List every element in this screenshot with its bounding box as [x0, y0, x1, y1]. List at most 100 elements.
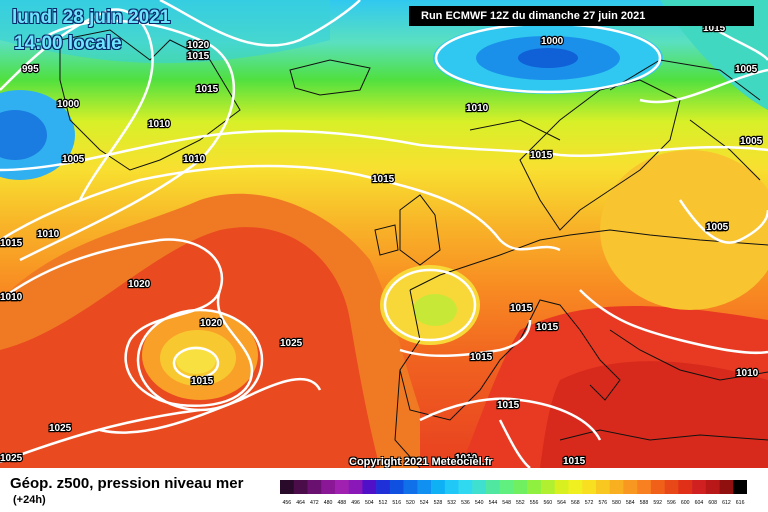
scale-tick-label: 568 [571, 500, 580, 506]
scale-swatch [362, 480, 377, 494]
isobar-label: 1000 [57, 99, 80, 110]
isobar-label: 1015 [187, 51, 210, 62]
scale-swatch [527, 480, 542, 494]
scale-tick-label: 464 [296, 500, 305, 506]
isobar-label: 1015 [191, 376, 214, 387]
scale-tick-label: 496 [351, 500, 360, 506]
isobar-label: 1005 [706, 222, 729, 233]
isobar-label: 1010 [0, 292, 23, 303]
scale-swatch [307, 480, 322, 494]
scale-swatch [458, 480, 473, 494]
scale-tick-label: 524 [420, 500, 429, 506]
isobar-labels: 1020 1015 995 1000 1005 1010 1010 1015 1… [0, 22, 764, 468]
isobar-label: 1015 [0, 238, 23, 249]
isobar-label: 1025 [280, 338, 303, 349]
scale-tick-label: 532 [447, 500, 456, 506]
scale-tick-label: 600 [681, 500, 690, 506]
isobar-label: 1015 [536, 322, 559, 333]
isobar-label: 1020 [128, 279, 151, 290]
scale-swatch [348, 480, 363, 494]
isobar-label: 1015 [706, 222, 729, 233]
isobar-label: 1010 [455, 453, 478, 464]
run-info: Run ECMWF 12Z du dimanche 27 juin 2021 [409, 6, 754, 26]
scale-tick-label: 528 [434, 500, 443, 506]
geopotential-color-scale: 456 464 472 480 488 496 504 512 516 520 524 528 532 5… [280, 480, 747, 506]
forecast-local-time: 14:00 locale [14, 33, 122, 54]
scale-tick-label: 592 [653, 500, 662, 506]
isobar-label: 1010 [148, 119, 171, 130]
scale-swatch [389, 480, 404, 494]
isobar-label: 1015 [470, 352, 493, 363]
scale-swatch [293, 480, 308, 494]
scale-tick-label: 588 [640, 500, 649, 506]
scale-swatch [417, 480, 432, 494]
isobar-label: 1005 [735, 64, 758, 75]
forecast-offset: (+24h) [13, 494, 46, 506]
isobar-label: 1025 [49, 423, 72, 434]
scale-tick-label: 516 [392, 500, 401, 506]
scale-swatch [692, 480, 707, 494]
scale-tick-label: 596 [667, 500, 676, 506]
isobar-label: 1010 [466, 103, 489, 114]
scale-tick-label: 536 [461, 500, 470, 506]
scale-swatch [733, 480, 747, 494]
scale-swatch [431, 480, 446, 494]
scale-swatch [568, 480, 583, 494]
scale-swatch [376, 480, 391, 494]
isobar-label: 1020 [187, 40, 210, 51]
scale-tick-label: 520 [406, 500, 415, 506]
scale-tick-label: 472 [310, 500, 319, 506]
scale-tick-label: 552 [516, 500, 525, 506]
scale-swatch [513, 480, 528, 494]
scale-tick-label: 572 [585, 500, 594, 506]
scale-tick-label: 556 [530, 500, 539, 506]
scale-swatch [554, 480, 569, 494]
scale-tick-label: 608 [708, 500, 717, 506]
copyright: Copyright 2021 Meteociel.fr [349, 456, 493, 468]
scale-swatch [540, 480, 556, 494]
scale-swatch [486, 480, 501, 494]
scale-swatch [444, 480, 459, 494]
scale-tick-label: 456 [283, 500, 292, 506]
scale-swatch [719, 480, 734, 494]
scale-swatch [472, 480, 487, 494]
scale-tick-label: 544 [489, 500, 498, 506]
isobar-label: 1005 [62, 154, 85, 165]
scale-tick-label: 584 [626, 500, 635, 506]
scale-swatch [334, 480, 349, 494]
isobar-label: 1005 [740, 136, 763, 147]
coastlines [59, 29, 768, 468]
scale-tick-label: 580 [612, 500, 621, 506]
isobar-label: 1000 [541, 36, 564, 47]
scale-tick-label: 604 [695, 500, 704, 506]
scale-swatch [321, 480, 336, 494]
scale-swatch [582, 480, 597, 494]
legend-title: Géop. z500, pression niveau mer [10, 475, 244, 492]
isobar-label: 1015 [706, 222, 729, 233]
scale-tick-label: 488 [337, 500, 346, 506]
legend-footer: Géop. z500, pression niveau mer (+24h) 4… [0, 468, 768, 512]
isobar-label: 1015 [510, 303, 533, 314]
isobars [0, 0, 768, 468]
isobar-label: 1010 [183, 154, 206, 165]
scale-swatch [664, 480, 679, 494]
isobar-label: 1015 [0, 238, 23, 249]
scale-swatch [678, 480, 693, 494]
scale-tick-label: 616 [736, 500, 745, 506]
scale-swatch [595, 480, 610, 494]
scale-tick-label: 612 [722, 500, 731, 506]
isobar-label: 995 [22, 64, 39, 75]
isobar-label: 1015 [563, 456, 586, 467]
isobar-label: 1025 [0, 453, 23, 464]
scale-tick-label: 548 [502, 500, 511, 506]
scale-swatch [609, 480, 624, 494]
isobar-label: 1010 [0, 292, 23, 303]
scale-tick-label: 576 [598, 500, 607, 506]
forecast-date: lundi 28 juin 2021 [12, 7, 171, 28]
isobar-label: 1015 [497, 400, 520, 411]
scale-swatch [499, 480, 514, 494]
isobar-label: 1015 [530, 150, 553, 161]
isobar-label: 1020 [200, 318, 223, 329]
weather-map: 1020 1015 995 1000 1005 1010 1010 1015 1… [0, 0, 768, 468]
